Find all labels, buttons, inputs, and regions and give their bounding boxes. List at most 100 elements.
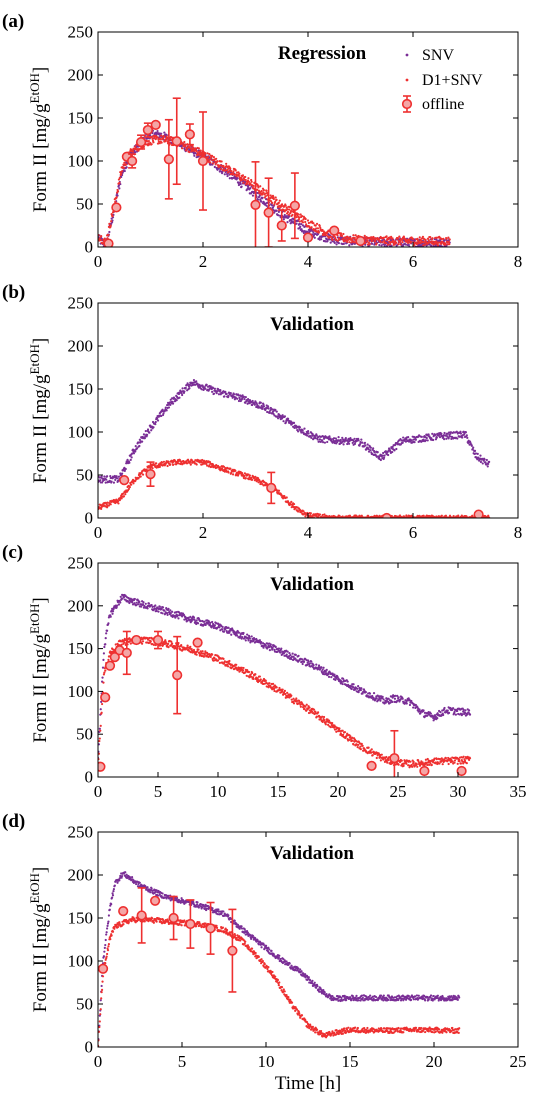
data-point (446, 709, 449, 712)
data-point (218, 661, 221, 665)
data-point (101, 676, 104, 679)
data-point (231, 473, 235, 476)
data-point (430, 244, 433, 247)
data-point (345, 240, 349, 243)
panel-title: Validation (270, 314, 354, 335)
data-point (182, 613, 186, 617)
data-point (415, 241, 418, 244)
data-point (315, 222, 319, 225)
data-point (142, 601, 145, 604)
data-point (237, 631, 241, 634)
data-point (197, 648, 200, 651)
data-point (342, 443, 345, 446)
data-point (284, 421, 287, 424)
data-point (396, 237, 400, 240)
data-point (422, 709, 425, 712)
data-point (273, 648, 276, 651)
data-point (154, 423, 157, 426)
data-point (182, 460, 185, 463)
data-point (120, 643, 123, 646)
data-point (152, 426, 155, 429)
data-point (180, 392, 183, 395)
data-point (239, 182, 242, 186)
data-point (432, 438, 435, 442)
data-point (307, 221, 310, 225)
data-point (341, 682, 344, 686)
data-point (154, 420, 157, 424)
offline-point (119, 475, 130, 486)
data-point (312, 231, 315, 234)
y-tick-label: 200 (68, 66, 94, 85)
data-point (315, 663, 318, 666)
data-point (242, 631, 245, 635)
offline-point (127, 155, 138, 167)
data-point (301, 224, 305, 227)
data-point (429, 235, 432, 239)
data-point (208, 158, 211, 161)
data-point (158, 142, 161, 145)
data-point (154, 604, 157, 607)
data-point (188, 150, 191, 154)
data-point (424, 758, 427, 761)
data-point (167, 607, 170, 610)
data-point (383, 760, 387, 763)
data-point (203, 620, 206, 623)
data-point (440, 432, 443, 435)
data-point (345, 238, 348, 242)
data-point (171, 402, 175, 405)
data-point (100, 507, 103, 510)
data-point (187, 385, 191, 388)
data-point (410, 763, 413, 767)
data-point (116, 477, 119, 480)
data-point (236, 634, 239, 637)
data-point (122, 596, 126, 599)
data-point (444, 242, 447, 246)
data-point (420, 237, 424, 240)
data-point (274, 645, 277, 649)
data-point (228, 631, 231, 634)
data-point (160, 414, 163, 418)
data-point (123, 641, 126, 644)
data-point (320, 238, 323, 241)
data-point (131, 452, 134, 455)
data-point (311, 434, 314, 437)
data-point (151, 467, 154, 470)
data-point (391, 445, 394, 448)
data-point (368, 243, 371, 246)
data-point (315, 715, 318, 718)
data-point (165, 409, 168, 412)
data-point (106, 501, 109, 504)
data-point (183, 390, 186, 393)
data-point (318, 224, 321, 228)
data-point (418, 236, 421, 239)
data-point (137, 477, 140, 480)
data-point (382, 698, 385, 701)
data-point (295, 697, 298, 700)
data-point (382, 451, 385, 455)
data-point (391, 450, 394, 454)
offline-point (250, 199, 261, 210)
data-point (195, 653, 198, 656)
data-point (121, 472, 124, 475)
data-point (215, 463, 218, 467)
data-point (228, 177, 231, 180)
data-point (315, 514, 318, 517)
data-point (402, 764, 405, 768)
data-point (166, 464, 169, 468)
data-point (152, 141, 155, 144)
data-point (141, 440, 144, 443)
data-point (265, 204, 268, 207)
data-point (112, 481, 116, 484)
data-point (270, 204, 274, 207)
data-point (109, 474, 112, 478)
data-point (211, 390, 214, 393)
data-point (410, 439, 413, 442)
data-point (102, 681, 105, 684)
data-point (385, 235, 388, 238)
data-point (378, 243, 381, 247)
data-point (452, 707, 455, 710)
data-point (426, 237, 430, 240)
data-point (260, 200, 263, 203)
data-point (209, 161, 212, 164)
data-point (356, 687, 359, 690)
